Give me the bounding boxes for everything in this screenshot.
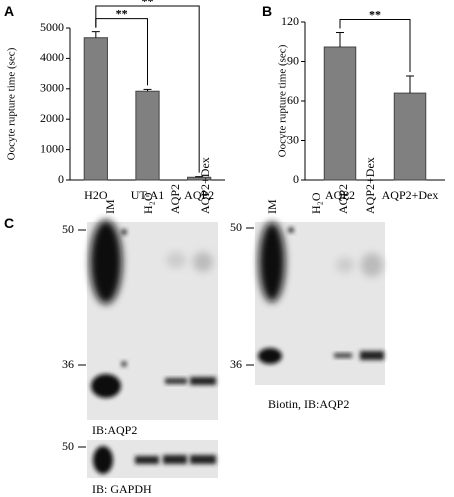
y-tick-label: 60 [287, 93, 299, 107]
y-tick-label: 0 [58, 172, 64, 186]
significance-label: ** [142, 0, 154, 8]
y-tick-label: 3000 [40, 81, 64, 95]
y-tick-label: 30 [287, 132, 299, 146]
x-tick-label: AQP2 [325, 188, 355, 202]
significance-bracket [339, 19, 411, 72]
bar [83, 37, 108, 181]
y-tick-label: 4000 [40, 50, 64, 64]
x-tick-label: UT-A1 [131, 188, 165, 202]
lane-label: AQP2+Dex [198, 157, 212, 214]
lane-label: AQP2 [336, 184, 350, 214]
bar [393, 92, 427, 181]
lane-label: AQP2 [168, 184, 182, 214]
significance-label: ** [116, 7, 128, 21]
blot-gapdh [87, 440, 218, 478]
y-axis-label: Oocyte rupture time (sec) [277, 44, 289, 157]
marker-label: 50 [62, 439, 74, 453]
blot-caption: IB: GAPDH [92, 482, 152, 496]
y-tick-label: 5000 [40, 20, 64, 34]
y-tick-label: 120 [281, 14, 299, 28]
panel-label: A [4, 3, 14, 19]
lane-label: IM [265, 199, 279, 214]
marker-label: 50 [230, 220, 242, 234]
x-tick-label: AQP2 [184, 188, 214, 202]
significance-bracket [95, 5, 200, 173]
panel-label: B [262, 3, 272, 19]
marker-label: 36 [62, 357, 74, 371]
y-tick-label: 1000 [40, 141, 64, 155]
y-tick-label: 0 [293, 172, 299, 186]
panel-label: C [4, 215, 14, 231]
blot-biotin [255, 222, 385, 385]
significance-label: ** [369, 8, 381, 22]
lane-label: H₂O [141, 192, 155, 214]
x-tick-label: AQP2+Dex [382, 188, 439, 202]
bar [135, 90, 160, 181]
bar [323, 46, 357, 181]
y-axis-label: Oocyte rupture time (sec) [6, 47, 18, 160]
lane-label: H₂O [309, 192, 323, 214]
x-tick-label: H2O [84, 188, 108, 202]
lane-label: IM [103, 199, 117, 214]
marker-label: 36 [230, 357, 242, 371]
marker-label: 50 [62, 222, 74, 236]
lane-label: AQP2+Dex [363, 157, 377, 214]
y-tick-label: 2000 [40, 111, 64, 125]
blot-caption: IB:AQP2 [92, 423, 137, 437]
blot-aqp2 [87, 220, 218, 420]
blot-caption: Biotin, IB:AQP2 [268, 397, 349, 411]
y-tick-label: 90 [287, 53, 299, 67]
